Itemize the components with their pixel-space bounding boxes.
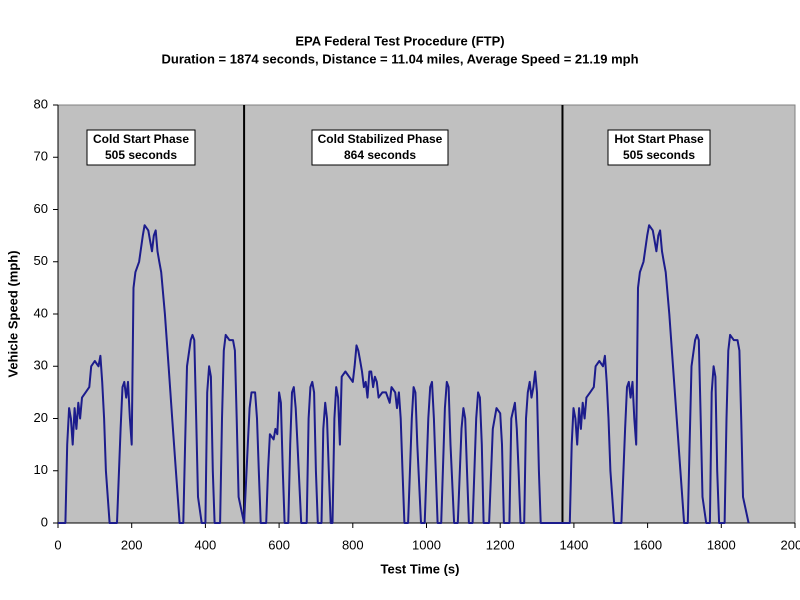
y-tick-label: 0 bbox=[41, 514, 48, 529]
y-tick-label: 20 bbox=[34, 410, 48, 425]
x-tick-label: 400 bbox=[195, 537, 217, 552]
annotation-text: 864 seconds bbox=[344, 148, 416, 162]
annotation-text: Cold Stabilized Phase bbox=[318, 132, 443, 146]
x-tick-label: 800 bbox=[342, 537, 364, 552]
annotation-text: Hot Start Phase bbox=[614, 132, 704, 146]
annotation-box bbox=[311, 129, 449, 166]
annotation-box bbox=[607, 129, 711, 166]
annotation-text: 505 seconds bbox=[105, 148, 177, 162]
x-tick-label: 1000 bbox=[412, 537, 441, 552]
x-tick-label: 0 bbox=[54, 537, 61, 552]
y-tick-label: 40 bbox=[34, 305, 48, 320]
annotation-box bbox=[86, 129, 196, 166]
chart-title: EPA Federal Test Procedure (FTP) bbox=[295, 33, 504, 48]
x-tick-label: 200 bbox=[121, 537, 143, 552]
y-tick-label: 10 bbox=[34, 462, 48, 477]
y-axis-title: Vehicle Speed (mph) bbox=[5, 250, 20, 377]
y-tick-label: 30 bbox=[34, 358, 48, 373]
x-tick-label: 600 bbox=[268, 537, 290, 552]
chart-subtitle: Duration = 1874 seconds, Distance = 11.0… bbox=[161, 51, 638, 66]
x-tick-label: 1400 bbox=[559, 537, 588, 552]
speed-line bbox=[58, 224, 750, 524]
y-tick-label: 60 bbox=[34, 201, 48, 216]
x-tick-label: 1800 bbox=[707, 537, 736, 552]
annotation-text: Cold Start Phase bbox=[93, 132, 189, 146]
x-tick-label: 1200 bbox=[486, 537, 515, 552]
x-tick-label: 2000 bbox=[781, 537, 800, 552]
y-tick-label: 70 bbox=[34, 149, 48, 164]
y-tick-label: 80 bbox=[34, 96, 48, 111]
y-tick-label: 50 bbox=[34, 253, 48, 268]
annotation-text: 505 seconds bbox=[623, 148, 695, 162]
x-tick-label: 1600 bbox=[633, 537, 662, 552]
x-axis-title: Test Time (s) bbox=[381, 561, 460, 576]
